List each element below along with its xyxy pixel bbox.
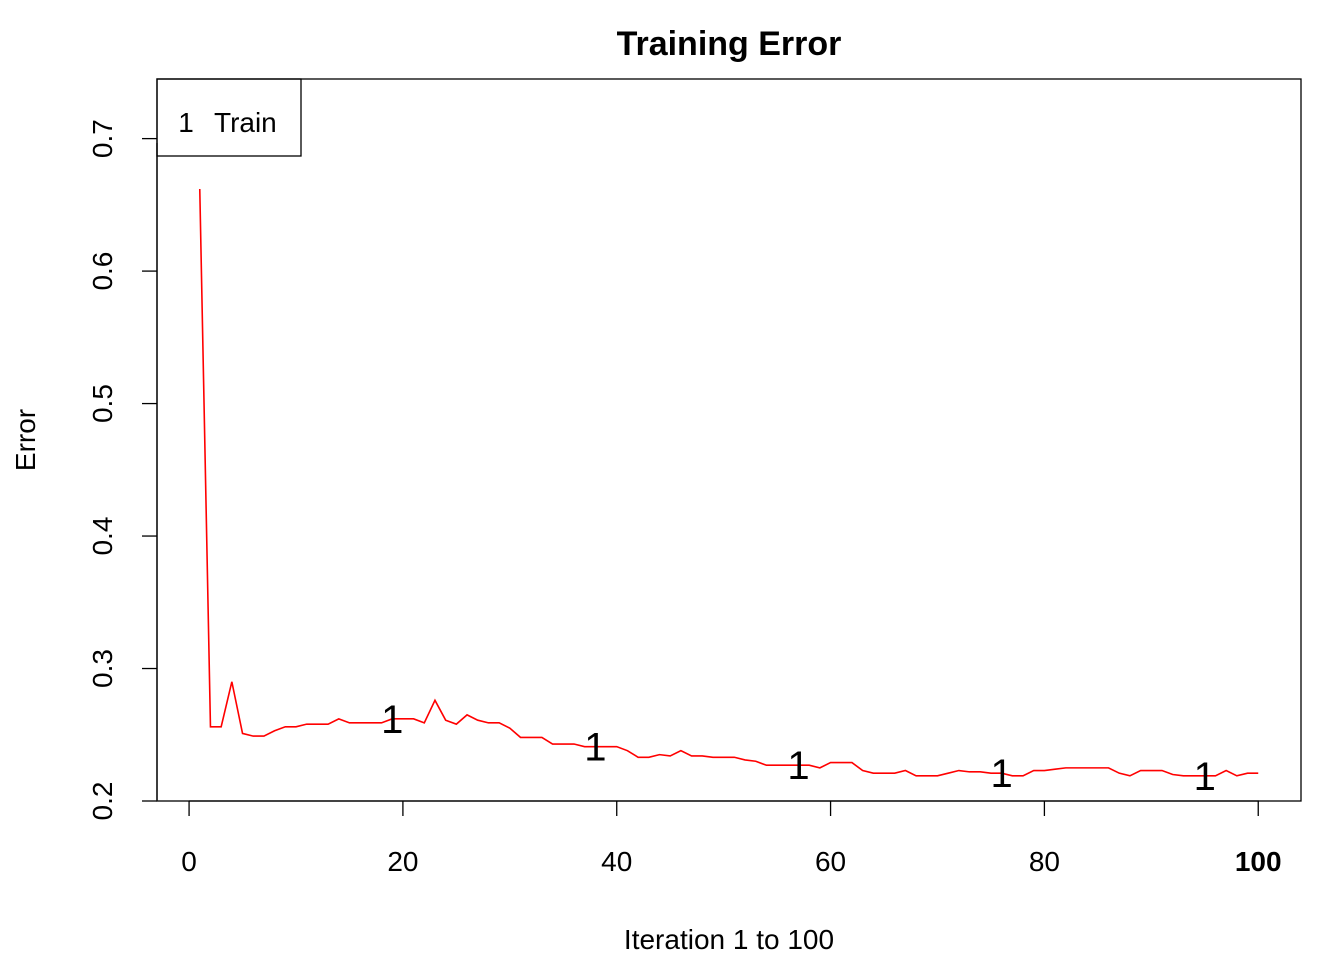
legend-symbol: 1 — [178, 107, 194, 138]
legend: 1 Train — [156, 78, 302, 157]
series-marker: 1 — [991, 752, 1013, 796]
x-tick-label: 100 — [1235, 846, 1282, 877]
series-marker: 1 — [584, 726, 606, 770]
series-marker: 1 — [1194, 755, 1216, 799]
x-tick-label: 80 — [1029, 846, 1060, 877]
x-axis: 0 20 40 60 80 100 — [181, 800, 1282, 877]
x-tick-label: 20 — [387, 846, 418, 877]
series-marker: 1 — [381, 698, 403, 742]
y-tick-label: 0.3 — [87, 649, 118, 688]
y-axis-label: Error — [10, 409, 41, 471]
y-axis: 0.2 0.3 0.4 0.5 0.6 0.7 — [87, 119, 158, 821]
x-tick-label: 0 — [181, 846, 197, 877]
y-tick-label: 0.4 — [87, 517, 118, 556]
marker-layer: 1 1 1 1 1 — [381, 698, 1216, 799]
chart-title: Training Error — [617, 25, 842, 63]
series-line-train — [198, 188, 1259, 777]
x-tick-label: 40 — [601, 846, 632, 877]
legend-label-train: Train — [214, 107, 277, 138]
x-axis-label: Iteration 1 to 100 — [624, 924, 834, 955]
y-tick-label: 0.7 — [87, 119, 118, 158]
legend-box — [156, 78, 302, 157]
x-tick-label: 60 — [815, 846, 846, 877]
series-marker: 1 — [787, 744, 809, 788]
plot-area-frame — [156, 78, 1302, 802]
y-tick-label: 0.5 — [87, 384, 118, 423]
series-layer — [198, 188, 1259, 777]
y-tick-label: 0.6 — [87, 252, 118, 291]
y-tick-label: 0.2 — [87, 782, 118, 821]
